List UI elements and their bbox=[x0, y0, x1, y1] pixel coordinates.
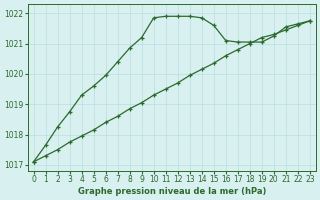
X-axis label: Graphe pression niveau de la mer (hPa): Graphe pression niveau de la mer (hPa) bbox=[77, 187, 266, 196]
